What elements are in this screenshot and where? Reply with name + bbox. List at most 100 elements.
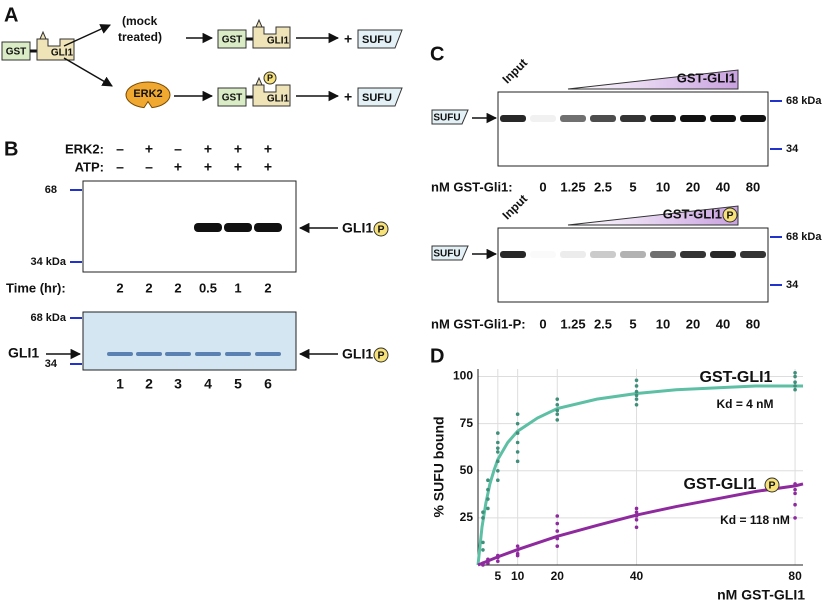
sufu-label: SUFU	[362, 34, 392, 46]
band	[195, 352, 221, 356]
conc-value: 5	[629, 316, 636, 331]
data-point	[496, 440, 500, 445]
atp-sign: –	[145, 159, 153, 175]
band	[255, 352, 281, 356]
erk2-sign: +	[145, 141, 153, 157]
data-point	[793, 491, 797, 496]
data-point	[793, 482, 797, 486]
data-point	[496, 559, 500, 564]
x-tick-label: 5	[494, 569, 501, 583]
erk2-shape	[125, 81, 171, 109]
data-point	[496, 468, 500, 473]
panel-label: A	[4, 4, 18, 26]
phospho-badge	[263, 71, 277, 85]
triangle-label: GST-GLI1	[663, 206, 722, 221]
y-tick-label: 100	[453, 369, 473, 383]
data-point	[555, 544, 560, 548]
band-label: GLI1	[342, 346, 373, 362]
band-label: GLI1	[8, 345, 39, 361]
kd-annotation: Kd = 4 nM	[716, 397, 773, 411]
conc-value: 5	[629, 179, 636, 194]
band	[500, 251, 526, 258]
data-point	[481, 510, 485, 515]
conc-value: 80	[746, 316, 760, 331]
data-point	[634, 506, 639, 511]
phospho-label: P	[267, 73, 273, 83]
data-point	[634, 397, 639, 401]
triangle-label: GST-GLI1	[677, 70, 736, 85]
time-value: 2	[264, 280, 271, 295]
data-point	[555, 412, 560, 417]
data-point	[634, 393, 639, 398]
time-value: 1	[234, 280, 241, 295]
data-point	[496, 431, 500, 435]
phospho-label: P	[726, 209, 733, 221]
band	[107, 352, 133, 356]
band	[560, 115, 586, 122]
mw-label: 68 kDa	[31, 312, 67, 324]
gli1-label: GLI1	[51, 48, 74, 59]
data-point	[634, 384, 639, 388]
data-point	[634, 403, 639, 407]
conc-value: 20	[686, 316, 700, 331]
conc-value: 40	[716, 316, 730, 331]
panel-label: D	[430, 345, 444, 367]
mw-label: 68 kDa	[786, 95, 822, 107]
data-point	[486, 557, 490, 562]
time-value: 2	[145, 280, 152, 295]
conc-value: 0	[539, 316, 546, 331]
plus: +	[344, 89, 352, 105]
data-point	[555, 521, 560, 526]
band	[740, 251, 766, 258]
gli1-label: GLI1	[267, 36, 290, 47]
data-point	[634, 378, 639, 383]
conc-value: 1.25	[560, 179, 585, 194]
band	[710, 251, 736, 258]
data-point	[793, 516, 797, 520]
erk2-sign: +	[204, 141, 212, 157]
data-point	[496, 459, 500, 464]
phospho-label: P	[377, 223, 384, 235]
y-axis-label: % SUFU bound	[431, 416, 447, 517]
data-point	[555, 536, 560, 541]
band	[620, 115, 646, 122]
band	[620, 251, 646, 258]
band-label: GLI1	[342, 220, 373, 236]
band	[590, 115, 616, 122]
mw-label: 34 kDa	[31, 256, 67, 268]
x-tick-label: 20	[551, 569, 565, 583]
y-tick-label: 75	[460, 416, 474, 430]
atp-sign: +	[234, 159, 242, 175]
band	[650, 251, 676, 258]
lane-number: 6	[264, 376, 272, 392]
gli1-flag	[255, 76, 263, 86]
band	[710, 115, 736, 122]
mw-label: 34	[45, 358, 58, 370]
data-point	[481, 548, 485, 552]
band	[224, 223, 252, 232]
data-point	[793, 487, 797, 492]
sufu-shape	[431, 109, 469, 125]
data-point	[555, 403, 560, 407]
data-point	[793, 380, 797, 384]
gli1-shape	[252, 84, 291, 107]
panel-label: B	[4, 138, 18, 160]
data-point	[496, 553, 500, 558]
data-point	[486, 506, 490, 511]
mw-label: 34	[786, 279, 799, 291]
time-value: 2	[116, 280, 123, 295]
band	[530, 115, 556, 122]
atp-sign: +	[264, 159, 272, 175]
data-point	[793, 370, 797, 375]
conc-value: 0	[539, 179, 546, 194]
gli1-flag	[39, 30, 47, 40]
row-label: ATP:	[75, 159, 104, 174]
band	[590, 251, 616, 258]
mw-label: 68 kDa	[786, 231, 822, 243]
data-point	[515, 421, 520, 426]
data-point	[496, 446, 500, 450]
phospho-badge	[373, 221, 389, 237]
mock-label: treated)	[118, 30, 162, 44]
data-point	[481, 516, 485, 520]
